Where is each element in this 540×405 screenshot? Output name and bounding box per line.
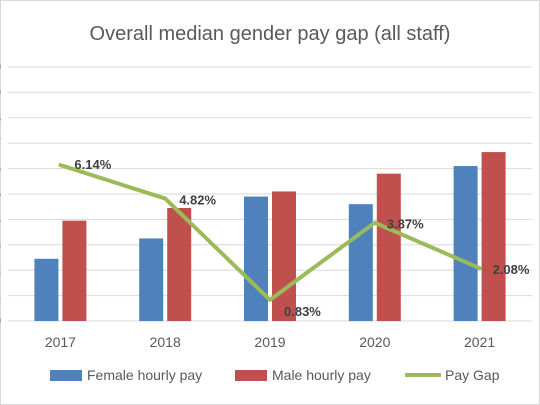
y-tick-label: 4 bbox=[0, 211, 1, 226]
y-tick-label: 6 bbox=[0, 161, 1, 176]
line-pay-gap bbox=[58, 163, 482, 302]
legend-swatch-female-hourly-pay bbox=[50, 370, 82, 381]
bar-female-hourly-pay-2019 bbox=[244, 196, 268, 321]
bar-female-hourly-pay-2018 bbox=[139, 238, 164, 321]
data-label-pay-gap-2017: 6.14% bbox=[74, 157, 111, 172]
bar-layer bbox=[34, 152, 506, 321]
data-label-layer: 6.14% 4.82% 0.83% 3.87% 2.08% bbox=[74, 157, 530, 319]
y-tick-label: 3 bbox=[0, 237, 1, 252]
bar-male-hourly-pay-2019 bbox=[272, 191, 296, 321]
y-tick-label: 5 bbox=[0, 186, 1, 201]
bar-male-hourly-pay-2017 bbox=[62, 220, 87, 321]
line-layer bbox=[58, 163, 482, 302]
x-tick-label-2019: 2019 bbox=[254, 334, 285, 350]
y-tick-label: 0 bbox=[0, 313, 1, 328]
data-label-pay-gap-2019: 0.83% bbox=[284, 304, 321, 319]
legend-label-pay-gap: Pay Gap bbox=[445, 367, 500, 383]
bar-female-hourly-pay-2021 bbox=[453, 166, 478, 321]
legend: Female hourly pay Male hourly pay Pay Gap bbox=[50, 367, 500, 383]
x-tick-label-2020: 2020 bbox=[359, 334, 390, 350]
x-tick-layer: 2017 2018 2019 2020 2021 bbox=[45, 334, 496, 350]
bar-female-hourly-pay-2017 bbox=[34, 258, 59, 321]
legend-label-male-hourly-pay: Male hourly pay bbox=[272, 367, 371, 383]
x-tick-label-2017: 2017 bbox=[45, 334, 76, 350]
bar-male-hourly-pay-2021 bbox=[481, 152, 506, 321]
y-tick-label: 2 bbox=[0, 262, 1, 277]
data-label-pay-gap-2018: 4.82% bbox=[179, 193, 216, 208]
y-tick-label: 8 bbox=[0, 110, 1, 125]
data-label-pay-gap-2021: 2.08% bbox=[493, 262, 530, 277]
y-tick-label: 9 bbox=[0, 84, 1, 99]
grid-layer bbox=[8, 66, 532, 322]
legend-label-female-hourly-pay: Female hourly pay bbox=[87, 367, 202, 383]
data-label-pay-gap-2020: 3.87% bbox=[387, 217, 424, 232]
bar-male-hourly-pay-2018 bbox=[167, 207, 192, 321]
y-tick-layer: 0 1 2 3 4 5 6 7 8 9 10 bbox=[0, 59, 1, 328]
y-tick-label: 10 bbox=[0, 59, 1, 74]
y-tick-label: 7 bbox=[0, 135, 1, 150]
chart-title: Overall median gender pay gap (all staff… bbox=[90, 23, 451, 45]
legend-swatch-male-hourly-pay bbox=[235, 370, 267, 381]
bar-male-hourly-pay-2020 bbox=[376, 173, 401, 321]
x-tick-label-2021: 2021 bbox=[464, 334, 495, 350]
bar-female-hourly-pay-2020 bbox=[348, 204, 373, 321]
y-tick-label: 1 bbox=[0, 288, 1, 303]
x-tick-label-2018: 2018 bbox=[150, 334, 181, 350]
